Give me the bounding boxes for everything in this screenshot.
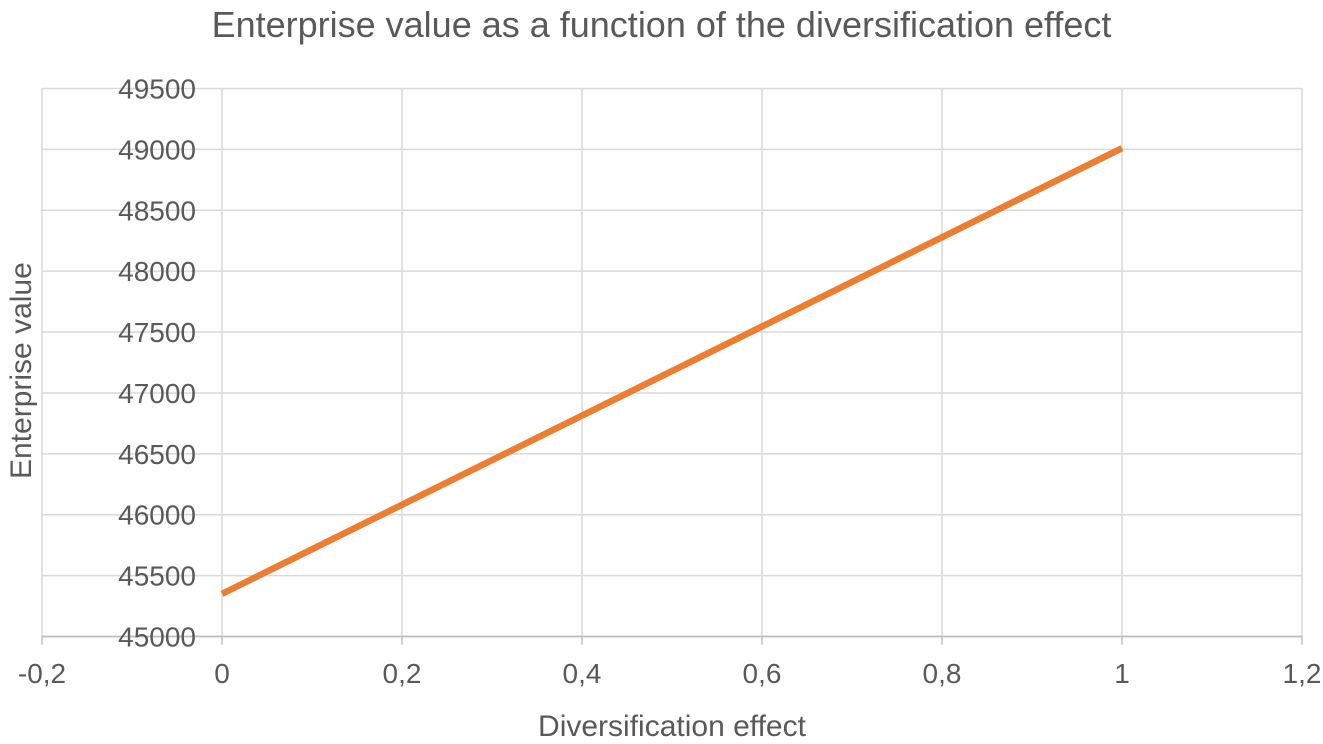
x-tick-label: 0 bbox=[214, 658, 230, 689]
y-tick-label: 45500 bbox=[118, 561, 196, 592]
x-tick-label: -0,2 bbox=[18, 658, 66, 689]
y-tick-label: 46500 bbox=[118, 439, 196, 470]
y-tick-label: 48000 bbox=[118, 256, 196, 287]
y-tick-label: 47000 bbox=[118, 378, 196, 409]
x-tick-label: 0,4 bbox=[563, 658, 602, 689]
y-axis-title: Enterprise value bbox=[5, 262, 38, 479]
y-tick-label: 47500 bbox=[118, 317, 196, 348]
x-tick-label: 0,8 bbox=[923, 658, 962, 689]
axes bbox=[41, 635, 1303, 645]
y-tick-label: 49000 bbox=[118, 134, 196, 165]
y-tick-label: 45000 bbox=[118, 622, 196, 653]
x-tick-label: 1,2 bbox=[1283, 658, 1322, 689]
x-tick-label: 0,2 bbox=[383, 658, 422, 689]
gridlines bbox=[41, 87, 1303, 638]
tick-labels: 45000 45500 46000 46500 47000 47500 48000 48500… bbox=[18, 74, 1322, 690]
x-tick-label: 1 bbox=[1114, 658, 1130, 689]
series-line bbox=[220, 145, 1124, 597]
series bbox=[220, 145, 1124, 597]
x-axis-title: Diversification effect bbox=[538, 710, 807, 743]
y-tick-label: 46000 bbox=[118, 500, 196, 531]
y-tick-label: 49500 bbox=[118, 74, 196, 105]
y-tick-label: 48500 bbox=[118, 195, 196, 226]
chart-title: Enterprise value as a function of the di… bbox=[211, 4, 1112, 45]
x-tick-label: 0,6 bbox=[743, 658, 782, 689]
